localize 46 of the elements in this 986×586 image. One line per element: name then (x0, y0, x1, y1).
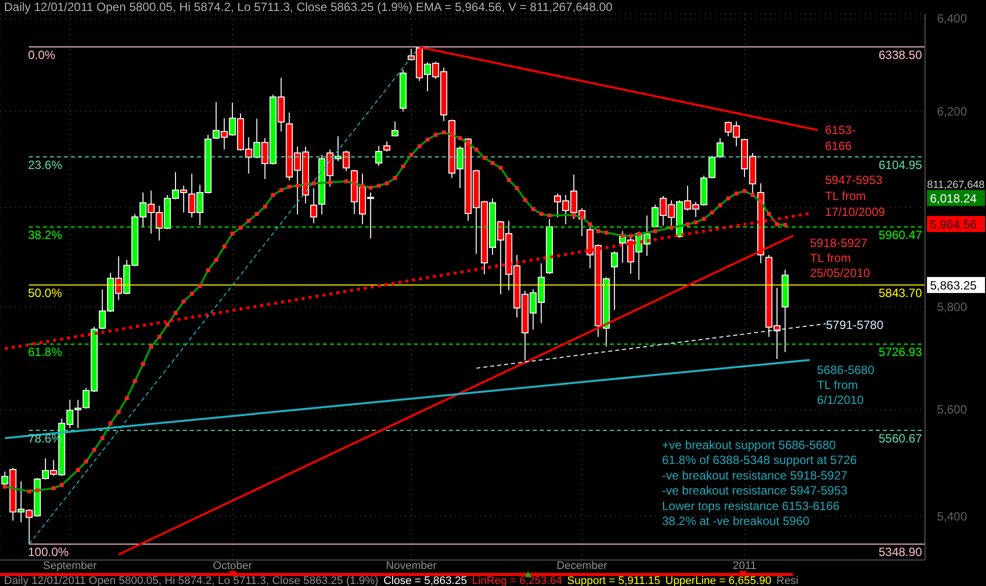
candlestick (383, 140, 390, 152)
text: Resi (776, 575, 798, 586)
text: Close = 5,863.25 (383, 575, 467, 586)
x-tick-label: December (556, 560, 608, 572)
candlestick (716, 138, 724, 158)
annotation: +ve breakout support 5686-5680 61.8% of 6388-5348 support at 5726 -ve breakout resistance 5918-5927 -ve breakout resistance 5947-5953 Lower tops resistance 6153-6166 38.2% at -ve breakout 5960 (662, 438, 858, 528)
ref-line-label: 6338.50 (878, 48, 922, 62)
annotation: 5947-5953 TL from 17/10/2009 (825, 173, 886, 219)
annotation: 23.6% (28, 158, 62, 172)
x-tick-label: October (212, 560, 252, 572)
ref-line-label: 5560.67 (878, 431, 922, 446)
ref-line-label: 5348.90 (878, 545, 922, 560)
ref-line-label: 5843.70 (878, 286, 922, 300)
candlestick (375, 145, 382, 166)
annotation: 6153- 6166 (825, 123, 856, 153)
ref-line-label: 5726.93 (878, 345, 922, 360)
text: 811,267,648 (927, 179, 985, 191)
y-tick-label: 5,800 (937, 300, 968, 314)
annotation: 38.2% (28, 228, 62, 242)
y-tick-label: 6,200 (937, 104, 968, 119)
annotation: 0.0% (28, 48, 56, 62)
annotation: 5918-5927 TL from 25/05/2010 (810, 236, 870, 280)
candlestick (610, 250, 618, 310)
ref-line-label: 5960.47 (878, 228, 922, 242)
text: Daily 12/01/2011 Open 5800.05, Hi 5874.2, Lo 5711.3, Close 5863.25 (1.9%) (4, 575, 378, 586)
y-tick-label: 5,400 (937, 509, 968, 524)
x-tick-label: September (42, 560, 98, 572)
candlestick (310, 188, 318, 224)
x-tick-label: 2011 (732, 560, 756, 572)
text: UpperLine = 6,655.90 (665, 575, 772, 586)
candlestick (391, 121, 398, 137)
x-tick-label: November (386, 560, 437, 572)
annotation: 5791-5780 (826, 318, 884, 332)
annotation: 61.8% (28, 345, 62, 360)
y-tick-label: 5,600 (937, 402, 968, 417)
text: 6,018.24 (930, 192, 978, 206)
text: Support = 5,911.15 (567, 575, 660, 586)
annotation: 100.0% (28, 545, 70, 560)
annotation: 5686-5680 TL from 6/1/2010 (817, 363, 875, 407)
text: LinReg = 6,253.64 (472, 575, 562, 586)
text: 5,863.25 (930, 278, 978, 292)
y-tick-label: 6,400 (937, 12, 968, 26)
ref-line-label: 6104.95 (878, 158, 922, 172)
annotation: 50.0% (28, 286, 62, 300)
chart-title: Daily 12/01/2011 Open 5800.05, Hi 5874.2, Lo 5711.3, Close 5863.25 (1.9%) EMA = 5,964.56, V = 811,267,648.00 (4, 0, 613, 14)
text: 5,964.56 (930, 218, 978, 232)
